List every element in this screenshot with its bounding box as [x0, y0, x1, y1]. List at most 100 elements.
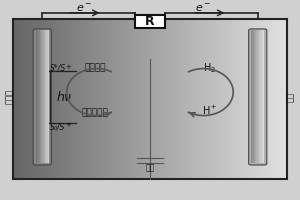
Bar — [106, 19, 109, 179]
Bar — [40, 19, 44, 179]
Text: 氧化态燃料: 氧化态燃料 — [82, 108, 109, 117]
Bar — [30, 19, 34, 179]
Bar — [13, 19, 17, 179]
Bar — [254, 30, 255, 163]
Bar — [277, 19, 280, 179]
Bar — [251, 30, 252, 163]
Bar — [68, 19, 71, 179]
Bar — [119, 19, 123, 179]
Bar — [174, 19, 177, 179]
Bar — [260, 19, 263, 179]
Bar — [153, 19, 157, 179]
Bar — [177, 19, 181, 179]
Bar — [283, 19, 287, 179]
Text: 离子: 离子 — [146, 164, 154, 173]
Text: H$_2$: H$_2$ — [203, 61, 216, 75]
Bar — [252, 30, 254, 163]
Bar — [47, 19, 51, 179]
Bar — [112, 19, 116, 179]
Bar — [160, 19, 164, 179]
Bar — [88, 19, 92, 179]
Bar — [45, 30, 46, 163]
Bar — [140, 19, 143, 179]
Bar — [102, 19, 106, 179]
Text: S₀/S: S₀/S — [50, 122, 66, 131]
Bar — [239, 19, 242, 179]
Bar — [75, 19, 78, 179]
Bar — [270, 19, 273, 179]
Bar — [258, 30, 259, 163]
Bar — [41, 30, 42, 163]
Text: +: + — [65, 122, 71, 128]
Bar — [126, 19, 130, 179]
Bar — [42, 30, 44, 163]
Bar — [266, 19, 270, 179]
Bar — [78, 19, 82, 179]
Bar — [256, 19, 260, 179]
FancyBboxPatch shape — [249, 29, 267, 165]
Bar — [82, 19, 85, 179]
Bar — [191, 19, 194, 179]
Bar — [150, 19, 153, 179]
Bar — [92, 19, 95, 179]
Bar — [123, 19, 126, 179]
Bar — [184, 19, 188, 179]
Bar — [85, 19, 88, 179]
Bar — [61, 19, 64, 179]
Bar — [46, 30, 48, 163]
Bar — [99, 19, 102, 179]
Bar — [242, 19, 246, 179]
Bar — [188, 19, 191, 179]
Bar — [51, 19, 54, 179]
Bar — [23, 19, 27, 179]
Bar — [170, 19, 174, 179]
Bar — [136, 19, 140, 179]
Text: 光阳极: 光阳极 — [5, 89, 14, 104]
Bar — [222, 19, 225, 179]
Bar — [116, 19, 119, 179]
Text: $e^-$: $e^-$ — [195, 2, 212, 14]
Bar — [143, 19, 147, 179]
Bar — [253, 19, 256, 179]
Bar — [215, 19, 218, 179]
Bar — [259, 30, 260, 163]
Bar — [262, 30, 263, 163]
Bar — [280, 19, 283, 179]
Bar — [44, 30, 45, 163]
Text: +: + — [65, 64, 71, 70]
Bar — [38, 30, 40, 163]
Bar — [205, 19, 208, 179]
Bar — [232, 19, 236, 179]
Text: H$^+$: H$^+$ — [202, 104, 217, 117]
Bar — [164, 19, 167, 179]
Bar — [17, 19, 20, 179]
Bar — [58, 19, 61, 179]
Bar — [20, 19, 23, 179]
Bar — [263, 19, 266, 179]
Bar — [64, 19, 68, 179]
Bar — [95, 19, 99, 179]
Bar — [135, 15, 165, 28]
Bar — [236, 19, 239, 179]
Bar — [256, 30, 258, 163]
Bar — [181, 19, 184, 179]
Bar — [255, 30, 256, 163]
Text: 燃料物质: 燃料物质 — [84, 63, 106, 72]
Bar — [273, 19, 277, 179]
Bar — [37, 19, 41, 179]
Bar — [201, 19, 205, 179]
Bar — [225, 19, 229, 179]
Bar — [130, 19, 133, 179]
Bar — [147, 19, 150, 179]
Text: S*/S: S*/S — [50, 64, 67, 73]
Bar — [246, 19, 249, 179]
Bar — [71, 19, 75, 179]
Bar — [44, 19, 47, 179]
Bar — [229, 19, 232, 179]
Bar — [109, 19, 112, 179]
Bar — [37, 30, 38, 163]
Bar — [208, 19, 212, 179]
Bar — [54, 19, 58, 179]
Text: $h\nu$: $h\nu$ — [56, 90, 72, 104]
Bar — [157, 19, 160, 179]
